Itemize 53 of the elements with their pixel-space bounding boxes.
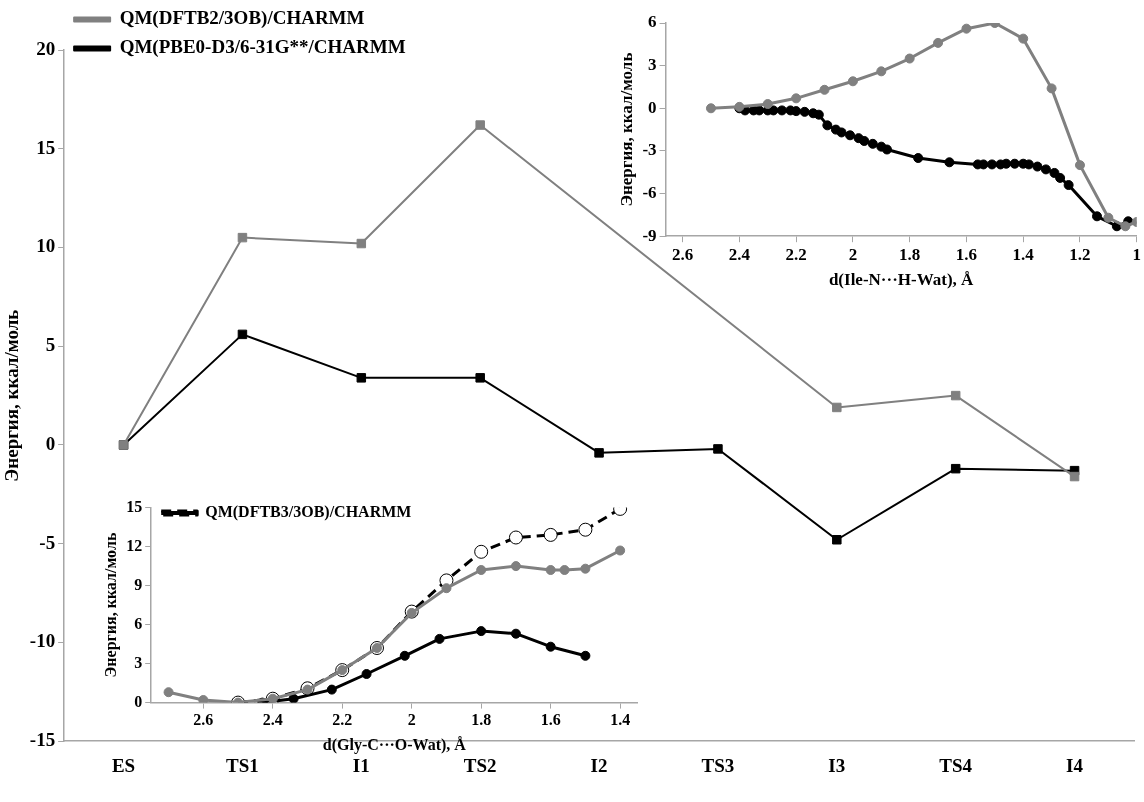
y-tick-label: -5 (39, 531, 56, 553)
x-tick-label: 1 (1132, 244, 1141, 264)
y-tick-label: 6 (648, 12, 657, 32)
x-tick-label: 1.4 (610, 711, 631, 729)
x-tick-label: 2 (848, 244, 858, 264)
x-tick-label: 2.2 (332, 711, 353, 729)
x-axis-title: d(Gly-C···O-Wat), Å (322, 735, 467, 754)
y-tick-label: 12 (126, 536, 143, 554)
x-tick-label: 1.6 (540, 711, 561, 729)
x-tick-label: ES (111, 754, 136, 776)
y-tick-label: 0 (134, 692, 143, 710)
y-tick-label: -9 (642, 225, 657, 245)
y-tick-label: 6 (134, 614, 143, 632)
x-tick-label: I3 (828, 754, 846, 776)
x-tick-label: I1 (352, 754, 370, 776)
x-tick-label: 1.4 (1012, 244, 1035, 264)
y-tick-label: 3 (134, 653, 143, 671)
x-tick-label: 2.6 (193, 711, 214, 729)
legend-label: QM(DFTB3/3OB)/CHARMM (205, 503, 412, 522)
x-tick-label: I4 (1066, 754, 1084, 776)
x-tick-label: TS2 (463, 754, 497, 776)
y-tick-label: 10 (36, 235, 56, 257)
y-axis-title: Энергия, ккал/моль (101, 532, 120, 678)
y-tick-label: -6 (642, 182, 657, 202)
y-tick-label: 15 (36, 136, 56, 158)
y-tick-label: 0 (45, 432, 56, 454)
x-tick-label: 1.2 (1069, 244, 1091, 264)
x-tick-label: 1.8 (471, 711, 492, 729)
x-tick-label: TS4 (939, 754, 973, 776)
x-tick-label: TS3 (701, 754, 735, 776)
x-tick-label: 2 (407, 711, 416, 729)
y-axis-title: Энергия, ккал/моль (1, 309, 23, 482)
x-tick-label: 2.6 (671, 244, 694, 264)
x-tick-label: 2.4 (728, 244, 751, 264)
x-tick-label: I2 (590, 754, 608, 776)
legend-label: QM(DFTB2/3OB)/CHARMM (119, 7, 365, 30)
legend-label: QM(PBE0-D3/6-31G**/CHARMM (119, 36, 406, 59)
x-tick-label: 1.8 (899, 244, 921, 264)
y-tick-label: 20 (36, 37, 56, 59)
y-tick-label: 0 (648, 97, 657, 117)
y-tick-label: 5 (45, 334, 56, 356)
x-tick-label: 2.4 (262, 711, 283, 729)
y-tick-label: 15 (126, 497, 143, 515)
x-tick-label: TS1 (226, 754, 259, 776)
x-axis-title: d(Ile-N···H-Wat), Å (828, 270, 975, 290)
y-axis-title: Энергия, ккал/моль (616, 52, 636, 207)
y-tick-label: -10 (29, 630, 56, 652)
x-tick-label: 1.6 (955, 244, 978, 264)
y-tick-label: 3 (648, 55, 657, 75)
x-tick-label: 2.2 (785, 244, 807, 264)
y-tick-label: -3 (642, 140, 657, 160)
y-tick-label: 9 (134, 575, 143, 593)
y-tick-label: -15 (29, 729, 56, 751)
